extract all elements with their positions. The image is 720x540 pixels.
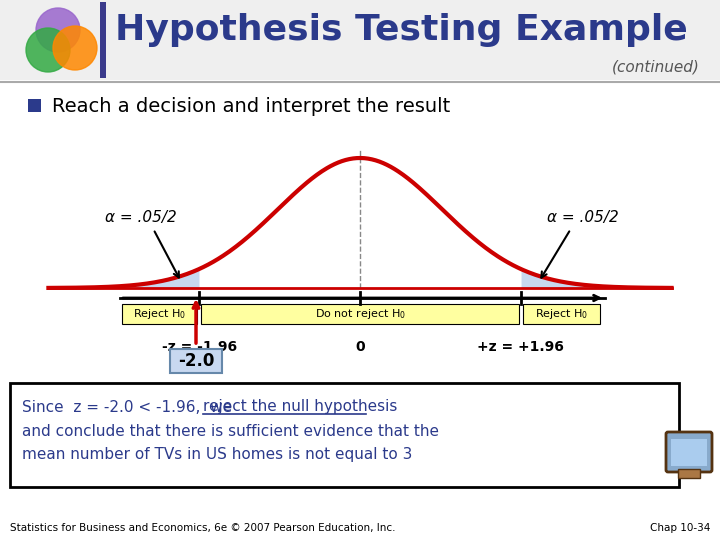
FancyBboxPatch shape <box>28 99 41 112</box>
FancyBboxPatch shape <box>523 304 600 324</box>
Circle shape <box>36 8 80 52</box>
Text: -2.0: -2.0 <box>178 352 214 370</box>
Text: and conclude that there is sufficient evidence that the: and conclude that there is sufficient ev… <box>22 423 439 438</box>
Text: α = .05/2: α = .05/2 <box>105 210 177 225</box>
Text: Reject H$_0$: Reject H$_0$ <box>133 307 186 321</box>
FancyBboxPatch shape <box>10 383 679 487</box>
FancyBboxPatch shape <box>671 439 707 466</box>
Text: mean number of TVs in US homes is not equal to 3: mean number of TVs in US homes is not eq… <box>22 448 413 462</box>
FancyBboxPatch shape <box>666 432 712 472</box>
Text: Statistics for Business and Economics, 6e © 2007 Pearson Education, Inc.: Statistics for Business and Economics, 6… <box>10 523 395 533</box>
Circle shape <box>26 28 70 72</box>
Text: -z = -1.96: -z = -1.96 <box>162 340 237 354</box>
Text: +z = +1.96: +z = +1.96 <box>477 340 564 354</box>
Text: Since  z = -2.0 < -1.96,  we: Since z = -2.0 < -1.96, we <box>22 400 237 415</box>
FancyBboxPatch shape <box>100 2 106 78</box>
Text: Hypothesis Testing Example: Hypothesis Testing Example <box>115 13 688 47</box>
FancyBboxPatch shape <box>202 304 518 324</box>
Text: (continued): (continued) <box>612 59 700 74</box>
Text: reject the null hypothesis: reject the null hypothesis <box>203 400 397 415</box>
Circle shape <box>53 26 97 70</box>
Text: Chap 10-34: Chap 10-34 <box>649 523 710 533</box>
Text: α = .05/2: α = .05/2 <box>547 210 618 225</box>
Text: Reject H$_0$: Reject H$_0$ <box>535 307 588 321</box>
Text: 0: 0 <box>355 340 365 354</box>
Text: Reach a decision and interpret the result: Reach a decision and interpret the resul… <box>52 97 450 116</box>
FancyBboxPatch shape <box>170 349 222 373</box>
FancyBboxPatch shape <box>678 469 700 478</box>
FancyBboxPatch shape <box>0 0 720 80</box>
Text: Do not reject H$_0$: Do not reject H$_0$ <box>315 307 405 321</box>
FancyBboxPatch shape <box>122 304 197 324</box>
